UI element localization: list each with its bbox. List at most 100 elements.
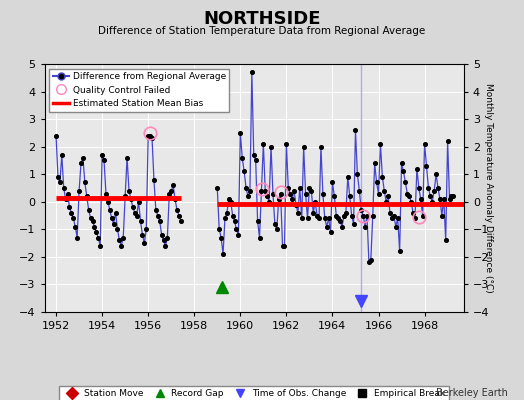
Point	[238, 154, 246, 161]
Point	[359, 212, 367, 219]
Point	[397, 160, 406, 166]
Point	[438, 212, 446, 219]
Point	[440, 196, 448, 202]
Point	[382, 198, 390, 205]
Point	[449, 193, 457, 200]
Point	[148, 135, 156, 142]
Point	[345, 193, 354, 200]
Point	[127, 196, 135, 202]
Point	[130, 210, 139, 216]
Point	[67, 210, 75, 216]
Point	[319, 190, 327, 197]
Point	[294, 210, 302, 216]
Point	[66, 204, 74, 210]
Point	[388, 215, 396, 222]
Point	[217, 234, 225, 241]
Point	[151, 207, 160, 213]
Point	[357, 207, 365, 213]
Point	[246, 188, 254, 194]
Point	[119, 234, 127, 241]
Point	[442, 237, 450, 244]
Point	[107, 215, 116, 222]
Point	[150, 176, 158, 183]
Point	[313, 212, 321, 219]
Point	[267, 144, 275, 150]
Point	[157, 232, 166, 238]
Point	[296, 185, 304, 191]
Point	[113, 226, 122, 232]
Point	[52, 132, 60, 139]
Text: NORTHSIDE: NORTHSIDE	[203, 10, 321, 28]
Point	[338, 223, 346, 230]
Point	[365, 259, 373, 266]
Point	[407, 198, 416, 205]
Point	[269, 190, 277, 197]
Point	[384, 193, 392, 200]
Point	[263, 193, 271, 200]
Point	[115, 237, 124, 244]
Point	[138, 232, 147, 238]
Legend: Station Move, Record Gap, Time of Obs. Change, Empirical Break: Station Move, Record Gap, Time of Obs. C…	[59, 386, 449, 400]
Point	[334, 215, 342, 222]
Point	[77, 160, 85, 166]
Point	[96, 243, 104, 249]
Point	[321, 215, 329, 222]
Point	[215, 226, 223, 232]
Point	[106, 207, 114, 213]
Point	[300, 144, 308, 150]
Point	[73, 234, 81, 241]
Point	[376, 141, 385, 147]
Point	[83, 193, 91, 200]
Point	[436, 196, 444, 202]
Point	[405, 193, 413, 200]
Point	[301, 190, 310, 197]
Point	[54, 174, 62, 180]
Point	[424, 185, 433, 191]
Point	[305, 185, 313, 191]
Point	[144, 132, 152, 139]
Point	[351, 127, 359, 133]
Point	[292, 201, 300, 208]
Point	[110, 221, 118, 227]
Point	[71, 223, 80, 230]
Point	[328, 179, 336, 186]
Point	[426, 193, 434, 200]
Point	[428, 198, 436, 205]
Point	[90, 223, 99, 230]
Point	[60, 185, 68, 191]
Point	[63, 190, 72, 197]
Point	[282, 141, 291, 147]
Point	[154, 212, 162, 219]
Point	[290, 188, 298, 194]
Point	[336, 218, 344, 224]
Point	[228, 212, 237, 219]
Point	[142, 226, 150, 232]
Point	[284, 185, 292, 191]
Point	[390, 212, 398, 219]
Point	[173, 207, 181, 213]
Point	[81, 179, 89, 186]
Point	[419, 212, 427, 219]
Point	[413, 166, 421, 172]
Point	[174, 212, 183, 219]
Point	[347, 212, 356, 219]
Point	[414, 185, 423, 191]
Point	[84, 207, 93, 213]
Point	[370, 160, 379, 166]
Text: Difference of Station Temperature Data from Regional Average: Difference of Station Temperature Data f…	[99, 26, 425, 36]
Point	[89, 218, 97, 224]
Point	[100, 157, 108, 164]
Point	[309, 210, 318, 216]
Point	[225, 196, 233, 202]
Point	[133, 212, 141, 219]
Point	[259, 141, 268, 147]
Point	[125, 188, 133, 194]
Point	[430, 188, 439, 194]
Point	[75, 188, 83, 194]
Point	[242, 185, 250, 191]
Point	[231, 218, 239, 224]
Point	[432, 171, 440, 178]
Text: Berkeley Earth: Berkeley Earth	[436, 388, 508, 398]
Point	[177, 218, 185, 224]
Point	[367, 256, 375, 263]
